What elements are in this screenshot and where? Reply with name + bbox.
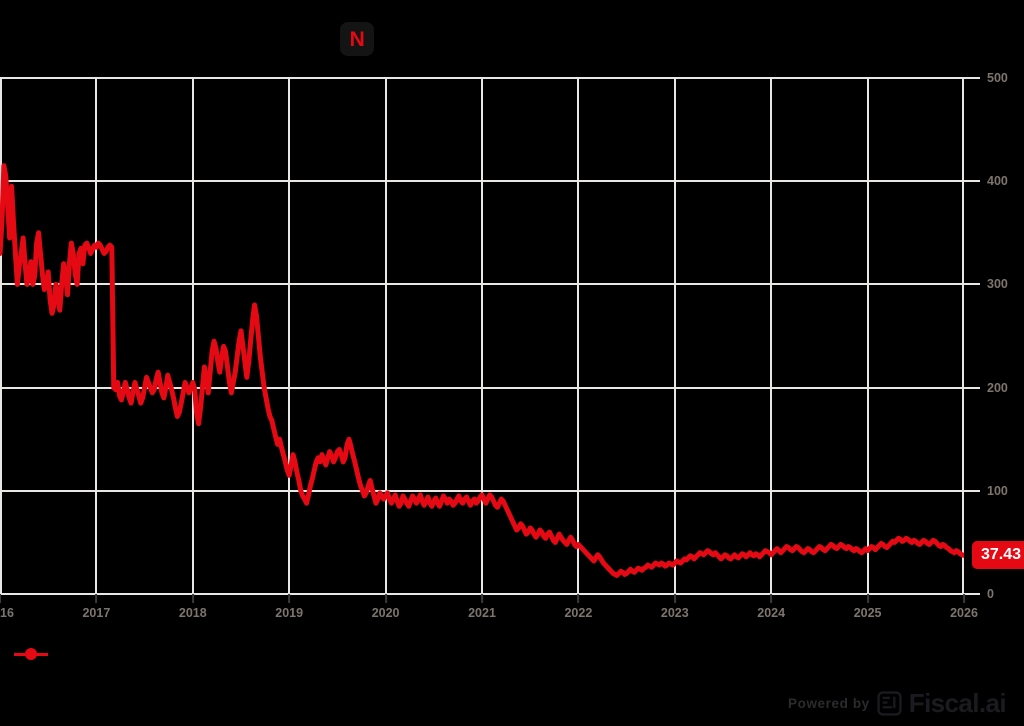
x-tick-label: 2023 — [660, 606, 689, 620]
y-tick-mark — [964, 77, 980, 79]
x-tick-mark — [866, 594, 869, 603]
y-tick-label: 100 — [987, 483, 1008, 498]
x-tick-label: 2022 — [564, 606, 593, 620]
brand-name: Fiscal.ai — [908, 688, 1007, 718]
gridline-vertical — [0, 78, 2, 594]
y-axis-tick: 500 — [964, 70, 1024, 86]
legend-swatch — [14, 648, 48, 660]
y-axis-tick: 100 — [964, 483, 1024, 499]
x-tick-label: 2018 — [178, 606, 207, 620]
y-tick-mark — [964, 489, 980, 492]
y-axis: 0 100 200 300 400 500 — [964, 71, 1024, 601]
legend-dot-icon — [25, 648, 37, 660]
gridline-vertical — [770, 78, 773, 594]
x-tick-mark — [95, 594, 98, 603]
chart-plot-area — [0, 77, 964, 595]
x-tick-label: 2019 — [275, 606, 304, 620]
netflix-logo: N — [340, 22, 374, 56]
x-tick-mark — [770, 594, 773, 603]
x-tick-label: 2021 — [468, 606, 496, 620]
gridline-vertical — [288, 78, 291, 594]
x-tick-label: 2020 — [371, 606, 400, 620]
y-axis-tick: 300 — [964, 276, 1024, 292]
y-tick-label: 0 — [987, 587, 994, 601]
y-tick-mark — [964, 180, 980, 183]
x-tick-label: 2017 — [82, 606, 111, 620]
price-line-series — [0, 163, 964, 578]
powered-by-text: Powered by — [788, 695, 870, 711]
gridline-vertical — [384, 78, 387, 594]
x-axis-tick: 2022 — [564, 594, 592, 620]
x-axis-tick: 2017 — [82, 594, 110, 620]
x-axis-tick: 2020 — [372, 594, 400, 620]
x-axis-tick: 2016 — [0, 594, 14, 620]
y-axis-tick: 200 — [964, 380, 1024, 396]
y-tick-label: 300 — [987, 277, 1008, 292]
x-tick-label: 2025 — [853, 606, 882, 620]
gridline-vertical — [673, 78, 676, 594]
x-tick-mark — [191, 594, 194, 603]
x-axis-tick: 2024 — [757, 594, 785, 620]
gridline-vertical — [481, 78, 483, 594]
fiscal-ai-logo-icon — [877, 690, 902, 716]
y-axis-tick: 0 — [964, 586, 1024, 602]
x-axis-tick: 2026 — [950, 594, 978, 620]
x-tick-mark — [384, 594, 387, 603]
y-tick-label: 200 — [987, 380, 1008, 395]
y-tick-mark — [964, 283, 980, 286]
y-tick-mark — [964, 593, 980, 595]
x-axis: 2016 2017 2018 2019 2020 2021 2022 2023 2024 2025… — [0, 594, 1024, 628]
gridline-vertical — [866, 78, 869, 594]
x-tick-label: 2016 — [0, 606, 14, 620]
y-axis-tick: 400 — [964, 173, 1024, 189]
gridline-vertical — [95, 78, 98, 594]
chart-legend[interactable] — [14, 648, 56, 660]
last-value-badge: 37.43 — [972, 541, 1024, 569]
gridline-vertical — [962, 78, 964, 594]
gridline-vertical — [577, 78, 580, 594]
y-tick-label: 500 — [987, 71, 1008, 85]
x-tick-mark — [963, 594, 965, 603]
x-tick-mark — [577, 594, 580, 603]
x-axis-tick: 2021 — [468, 594, 496, 620]
x-tick-label: 2026 — [950, 606, 978, 620]
y-tick-label: 400 — [987, 174, 1008, 189]
x-tick-mark — [288, 594, 291, 603]
logo-letter: N — [349, 27, 365, 51]
logo-tile: N — [340, 22, 374, 56]
x-axis-tick: 2018 — [179, 594, 207, 620]
x-tick-mark — [673, 594, 676, 603]
x-axis-tick: 2023 — [661, 594, 689, 620]
x-axis-tick: 2025 — [854, 594, 882, 620]
x-tick-mark — [481, 594, 483, 603]
x-tick-mark — [0, 594, 1, 603]
x-tick-label: 2024 — [757, 606, 786, 620]
x-axis-tick: 2019 — [275, 594, 303, 620]
gridline-vertical — [191, 78, 194, 594]
powered-by-branding[interactable]: Powered by Fiscal.ai — [788, 688, 1007, 718]
y-tick-mark — [964, 386, 980, 389]
